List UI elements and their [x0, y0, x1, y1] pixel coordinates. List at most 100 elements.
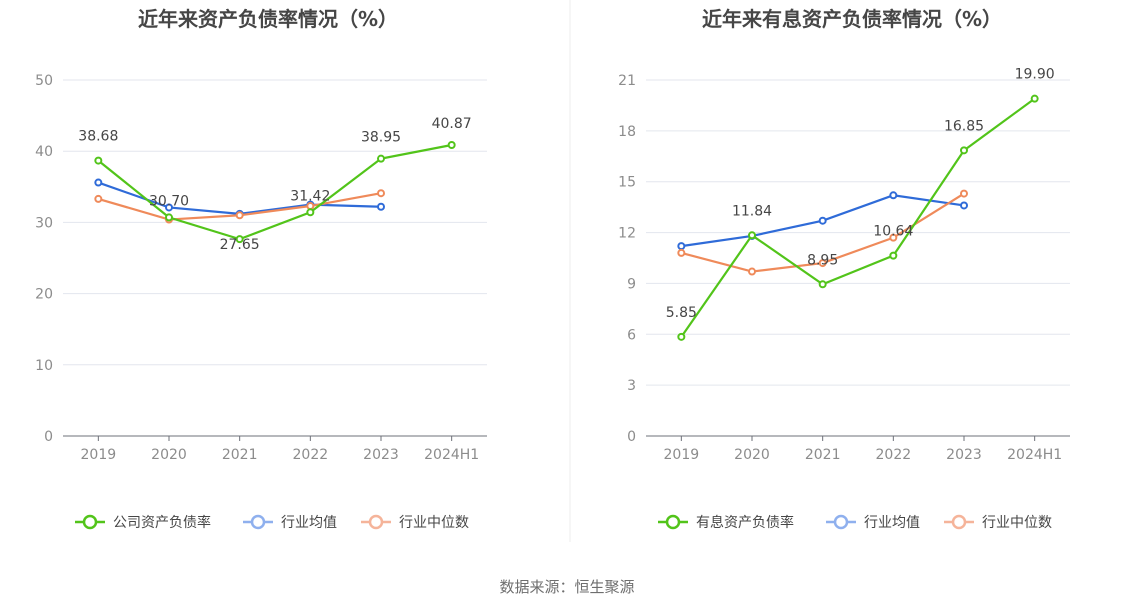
y-tick-label: 0: [627, 429, 636, 445]
data-point: [306, 208, 315, 217]
legend-circle-marker: [665, 514, 681, 530]
legend-label: 行业均值: [281, 515, 337, 531]
legend-label: 行业中位数: [982, 515, 1052, 531]
data-point: [818, 216, 827, 225]
series-line: [97, 143, 452, 241]
data-point: [677, 332, 686, 341]
legend-item[interactable]: 行业均值: [243, 514, 337, 531]
series-line: [97, 181, 382, 215]
data-point: [165, 213, 173, 222]
grid: [646, 79, 1070, 386]
y-tick-label: 0: [44, 429, 53, 445]
y-tick-label: 20: [35, 287, 53, 303]
x-tick-label: 2021: [222, 447, 258, 463]
y-tick-label: 15: [618, 175, 636, 191]
y-tick-label: 3: [627, 378, 636, 394]
x-tick-label: 2023: [363, 447, 399, 463]
y-tick-label: 21: [618, 73, 636, 89]
chart-title: 近年来有息资产负债率情况（%）: [702, 7, 1002, 31]
data-point: [889, 233, 898, 242]
legend-label: 公司资产负债率: [113, 514, 211, 531]
y-tick-label: 18: [618, 124, 636, 140]
data-point: [447, 141, 456, 150]
x-tick-label: 2022: [876, 447, 912, 463]
data-point: [818, 259, 827, 268]
x-tick-label: 2020: [734, 447, 770, 463]
y-tick-label: 30: [35, 215, 53, 231]
data-point: [377, 189, 385, 198]
x-tick-label: 2023: [946, 447, 982, 463]
legend-item[interactable]: 公司资产负债率: [75, 514, 211, 531]
legend-circle-marker: [250, 514, 266, 530]
y-tick-label: 40: [35, 144, 53, 160]
data-point: [94, 156, 103, 165]
y-tick-label: 12: [618, 226, 636, 242]
series-0: [94, 141, 456, 244]
legend-label: 行业均值: [864, 515, 920, 531]
series-2: [677, 189, 968, 276]
data-point: [235, 235, 244, 244]
x-tick-label: 2020: [151, 447, 187, 463]
legend-label: 行业中位数: [399, 515, 469, 531]
data-label: 31.42: [290, 188, 330, 204]
data-point: [748, 267, 756, 276]
legend-item[interactable]: 行业中位数: [361, 514, 469, 531]
legend: 公司资产负债率 行业均值 行业中位数: [75, 514, 469, 531]
legend-circle-marker: [368, 514, 384, 530]
data-label: 40.87: [432, 116, 472, 132]
x-tick-label: 2021: [805, 447, 841, 463]
data-point: [1030, 94, 1039, 103]
data-label: 10.64: [873, 224, 913, 240]
data-point: [889, 191, 898, 200]
series-1: [677, 191, 968, 251]
series-0: [677, 94, 1039, 341]
legend: 有息资产负债率 行业均值 行业中位数: [658, 514, 1052, 531]
data-point: [94, 178, 103, 187]
series-2: [94, 189, 385, 224]
data-point: [960, 189, 968, 198]
data-point: [889, 251, 898, 260]
x-tick-label: 2024H1: [424, 447, 479, 463]
y-tick-label: 50: [35, 73, 53, 89]
y-axis-ticks: 0 3 6 9 12 15 18 21: [618, 73, 636, 445]
interest-bearing-debt-ratio-chart: 近年来有息资产负债率情况（%） 0 3 6 9 12 15 18 21 2019 2020 202…: [618, 7, 1070, 531]
series: [94, 141, 456, 244]
data-label: 19.90: [1015, 67, 1055, 83]
x-tick-label: 2019: [664, 447, 700, 463]
legend-label: 有息资产负债率: [696, 514, 794, 531]
data-labels: 38.68 30.70 27.65 31.42 38.95 40.87: [78, 116, 471, 253]
data-point: [377, 202, 385, 211]
grid: [63, 79, 487, 366]
legend-item[interactable]: 行业均值: [826, 514, 920, 531]
data-source-note: 数据来源：恒生聚源: [499, 578, 634, 596]
data-label: 38.68: [78, 129, 118, 145]
y-tick-label: 6: [627, 327, 636, 343]
data-point: [818, 280, 827, 289]
data-point: [677, 242, 686, 251]
legend-circle-marker: [82, 514, 98, 530]
data-point: [677, 248, 686, 257]
data-label: 11.84: [732, 203, 772, 219]
data-label: 8.95: [807, 252, 838, 268]
data-label: 30.70: [149, 193, 189, 209]
x-axis-ticks: 2019 2020 2021 2022 2023 2024H1: [646, 435, 1070, 463]
data-point: [960, 201, 968, 210]
series-line: [680, 97, 1036, 338]
data-label: 5.85: [666, 305, 697, 321]
y-axis-ticks: 0 10 20 30 40 50: [35, 73, 53, 445]
data-point: [377, 154, 385, 163]
chart-title: 近年来资产负债率情况（%）: [138, 7, 398, 31]
data-label: 16.85: [944, 118, 984, 134]
data-point: [960, 146, 968, 155]
data-point: [94, 194, 103, 203]
legend-item[interactable]: 行业中位数: [944, 514, 1052, 531]
data-point: [235, 211, 244, 220]
x-axis-ticks: 2019 2020 2021 2022 2023 2024H1: [63, 435, 487, 463]
legend-circle-marker: [833, 514, 849, 530]
data-point: [165, 203, 173, 212]
legend-item[interactable]: 有息资产负债率: [658, 514, 794, 531]
y-tick-label: 9: [627, 276, 636, 292]
data-point: [748, 231, 756, 240]
